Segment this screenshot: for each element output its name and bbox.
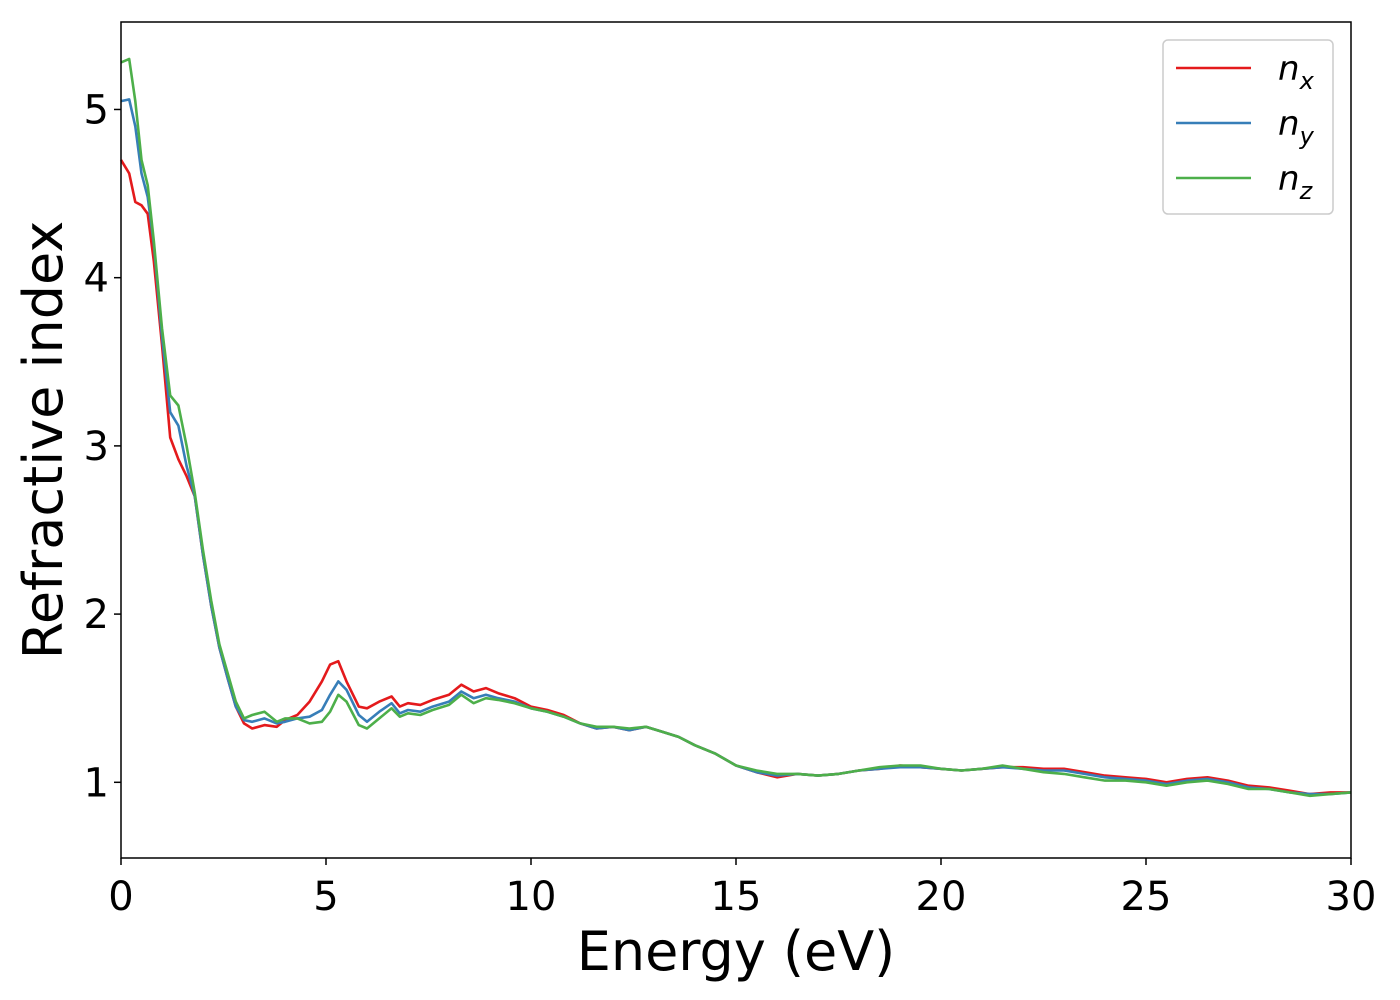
x-tick-label: 10: [506, 874, 557, 920]
legend-label-z: nz: [1278, 159, 1314, 205]
x-tick-label: 20: [916, 874, 967, 920]
legend-label-subscript: y: [1299, 122, 1315, 150]
y-axis-title: Refractive index: [12, 221, 75, 660]
x-tick-label: 30: [1326, 874, 1377, 920]
legend-label-subscript: z: [1299, 177, 1314, 205]
legend-label-base: n: [1278, 159, 1300, 199]
y-axis-ticks: 1 2 3 4 5: [84, 87, 121, 806]
x-tick-label: 0: [108, 874, 133, 920]
legend-label-y: ny: [1278, 104, 1315, 150]
x-tick-label: 5: [313, 874, 338, 920]
series-line-x: [119, 159, 1351, 796]
x-axis-ticks: 0 5 10 15 20 25 30: [108, 858, 1376, 920]
x-tick-label: 15: [711, 874, 762, 920]
y-tick-label: 4: [84, 256, 109, 302]
legend-box: [1162, 39, 1334, 215]
series-line-z: [120, 57, 1352, 798]
y-tick-label: 5: [84, 87, 109, 133]
y-tick-label: 1: [84, 760, 109, 806]
legend-label-x: nx: [1278, 49, 1315, 95]
x-axis-title: Energy (eV): [577, 920, 896, 983]
legend-label-base: n: [1278, 104, 1300, 144]
y-tick-label: 3: [84, 424, 109, 470]
legend-label-subscript: x: [1299, 67, 1315, 95]
x-tick-label: 25: [1121, 874, 1172, 920]
plot-lines: [119, 57, 1352, 798]
legend-label-base: n: [1278, 49, 1300, 89]
y-tick-label: 2: [84, 592, 109, 638]
